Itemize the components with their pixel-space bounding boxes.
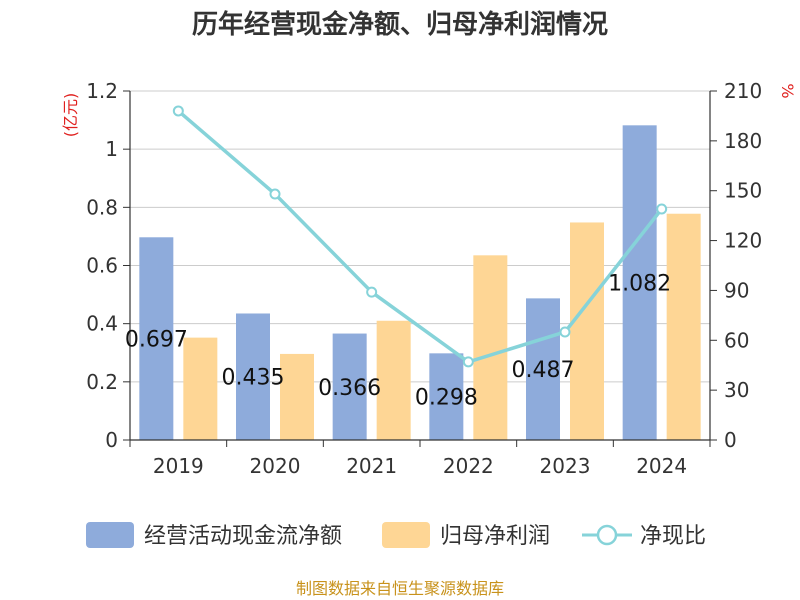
line-point — [366, 286, 378, 298]
line-point — [269, 188, 281, 200]
bar-data-label: 0.366 — [318, 376, 381, 401]
chart-title: 历年经营现金净额、归母净利润情况 — [192, 9, 608, 40]
bars-layer — [139, 125, 701, 441]
bar-netprofit — [570, 222, 604, 440]
x-tick-label: 2024 — [636, 454, 687, 478]
y-right-tick-label: 150 — [724, 179, 762, 203]
bar-data-label: 1.082 — [608, 272, 671, 297]
x-tick-label: 2020 — [250, 454, 301, 478]
series-line-ratio — [177, 109, 664, 364]
y-right-unit-label: % — [778, 83, 797, 98]
x-tick-label: 2021 — [346, 454, 397, 478]
bar-cashflow — [236, 313, 270, 440]
y-left-tick-label: 1.2 — [86, 79, 118, 103]
bar-data-label: 0.697 — [125, 328, 188, 353]
y-left-tick-label: 1 — [105, 137, 118, 161]
bar-data-label: 0.298 — [415, 386, 478, 411]
y-left-tick-label: 0.8 — [86, 195, 118, 219]
y-left-tick-label: 0 — [105, 428, 118, 452]
y-right-tick-label: 180 — [724, 129, 762, 153]
line-point — [656, 203, 668, 215]
bar-netprofit — [473, 255, 508, 440]
legend-label-netprofit: 归母净利润 — [440, 524, 550, 549]
line-layer — [172, 105, 668, 368]
y-right-tick-label: 120 — [724, 229, 762, 253]
bar-netprofit — [280, 353, 314, 440]
x-tick-label: 2023 — [540, 454, 591, 478]
y-right-tick-label: 210 — [724, 79, 762, 103]
grid-layer — [130, 90, 710, 383]
bar-data-label: 0.487 — [512, 358, 575, 383]
legend-swatch-netprofit — [382, 522, 430, 548]
legend-label-ratio: 净现比 — [640, 524, 706, 549]
labels-layer: 0.697 0.435 0.366 0.298 0.487 1.082 — [125, 272, 671, 411]
bar-cashflow — [429, 353, 464, 440]
bar-cashflow — [332, 333, 367, 440]
x-tick-label: 2019 — [153, 454, 204, 478]
bar-cashflow — [526, 298, 560, 440]
y-left-tick-label: 0.2 — [86, 370, 118, 394]
y-right-tick-label: 0 — [724, 428, 737, 452]
y-left-unit-label: (亿元) — [61, 93, 80, 138]
bar-cashflow — [622, 125, 657, 441]
y-left-tick-label: 0.6 — [86, 254, 118, 278]
bar-netprofit — [376, 320, 411, 440]
line-point — [559, 326, 571, 338]
y-right-tick-label: 60 — [724, 328, 749, 352]
legend-label-cashflow: 经营活动现金流净额 — [144, 524, 342, 549]
x-tick-label: 2022 — [443, 454, 494, 478]
bar-data-label: 0.435 — [222, 366, 285, 391]
line-point — [462, 356, 474, 368]
y-left-tick-label: 0.4 — [86, 312, 118, 336]
source-note: 制图数据来自恒生聚源数据库 — [296, 579, 504, 598]
y-right-tick-label: 30 — [724, 378, 749, 402]
bar-netprofit — [666, 213, 701, 440]
axes-layer: 0 0.2 0.4 0.6 0.8 1 1.2 0 30 60 90 120 150 180 210 2019… — [86, 79, 762, 478]
legend: 经营活动现金流净额 归母净利润 净现比 — [86, 522, 706, 549]
y-right-tick-label: 90 — [724, 278, 749, 302]
line-point — [172, 105, 184, 117]
legend-swatch-cashflow — [86, 522, 134, 548]
bar-netprofit — [183, 337, 218, 440]
legend-marker-ratio — [596, 524, 618, 546]
bar-cashflow — [139, 237, 174, 440]
